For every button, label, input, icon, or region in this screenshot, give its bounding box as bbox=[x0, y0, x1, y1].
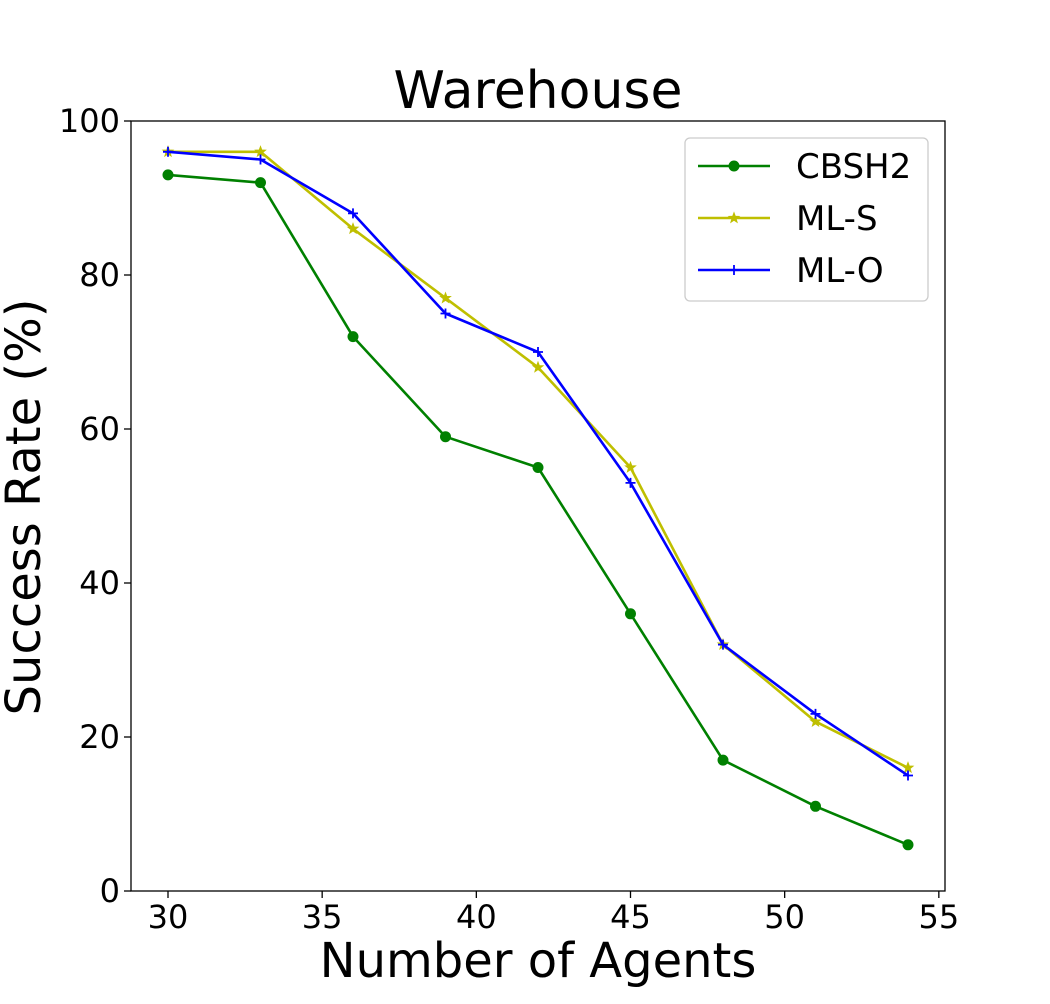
y-tick-label: 40 bbox=[79, 564, 120, 602]
legend-marker-ml-o bbox=[729, 265, 739, 275]
y-tick-label: 60 bbox=[79, 410, 120, 448]
data-point-cbsh2 bbox=[717, 754, 729, 766]
x-tick-label: 35 bbox=[302, 898, 343, 936]
data-point-ml-s bbox=[531, 360, 545, 373]
x-tick-label: 45 bbox=[610, 898, 651, 936]
series-cbsh2 bbox=[162, 169, 914, 851]
data-point-cbsh2 bbox=[347, 331, 359, 343]
data-point-cbsh2 bbox=[532, 462, 544, 473]
y-tick-label: 20 bbox=[79, 718, 120, 756]
data-point-cbsh2 bbox=[162, 169, 174, 181]
data-point-ml-s bbox=[624, 460, 637, 473]
legend-marker-ml-s bbox=[727, 211, 741, 224]
legend-label-cbsh2: CBSH2 bbox=[796, 147, 911, 187]
data-point-cbsh2 bbox=[902, 839, 914, 851]
y-tick-label: 80 bbox=[79, 256, 120, 294]
axes-frame bbox=[130, 120, 946, 892]
data-point-cbsh2 bbox=[810, 800, 821, 812]
data-point-ml-o bbox=[533, 347, 543, 357]
data-point-ml-o bbox=[348, 208, 358, 219]
data-point-ml-o bbox=[255, 154, 266, 165]
x-tick-label: 55 bbox=[918, 898, 959, 936]
legend-label-ml-s: ML-S bbox=[796, 199, 878, 239]
data-point-ml-s bbox=[439, 291, 452, 304]
legend-marker-cbsh2 bbox=[728, 160, 740, 172]
y-axis-label: Success Rate (%) bbox=[0, 299, 52, 716]
data-point-ml-o bbox=[810, 708, 821, 719]
data-point-ml-o bbox=[718, 639, 728, 650]
x-tick-label: 30 bbox=[148, 898, 189, 936]
data-point-ml-o bbox=[625, 477, 636, 488]
legend-item-ml-s: ML-S bbox=[698, 199, 878, 239]
data-point-ml-o bbox=[903, 770, 913, 781]
data-point-ml-s bbox=[254, 145, 267, 158]
y-tick-label: 0 bbox=[100, 872, 120, 910]
plot-area: 30 35 40 45 50 55 0 20 40 60 80 100 bbox=[59, 102, 959, 936]
chart-title: Warehouse bbox=[394, 61, 683, 121]
x-tick-label: 40 bbox=[456, 898, 497, 936]
data-point-ml-o bbox=[440, 308, 451, 319]
data-point-ml-s bbox=[346, 222, 360, 235]
data-point-ml-s bbox=[809, 714, 822, 727]
legend: CBSH2 ML-S ML-O bbox=[684, 137, 929, 302]
data-point-cbsh2 bbox=[625, 608, 636, 620]
legend-box bbox=[684, 137, 929, 302]
legend-label-ml-o: ML-O bbox=[796, 251, 884, 291]
legend-item-cbsh2: CBSH2 bbox=[698, 147, 911, 187]
data-point-cbsh2 bbox=[255, 177, 266, 189]
data-point-cbsh2 bbox=[440, 431, 451, 443]
x-axis-label: Number of Agents bbox=[320, 933, 757, 989]
legend-item-ml-o: ML-O bbox=[698, 251, 884, 291]
x-tick-label: 50 bbox=[764, 898, 805, 936]
y-tick-label: 100 bbox=[59, 102, 120, 140]
series-ml-o bbox=[163, 146, 913, 781]
data-point-ml-o bbox=[163, 146, 173, 157]
data-point-ml-s bbox=[901, 761, 915, 774]
